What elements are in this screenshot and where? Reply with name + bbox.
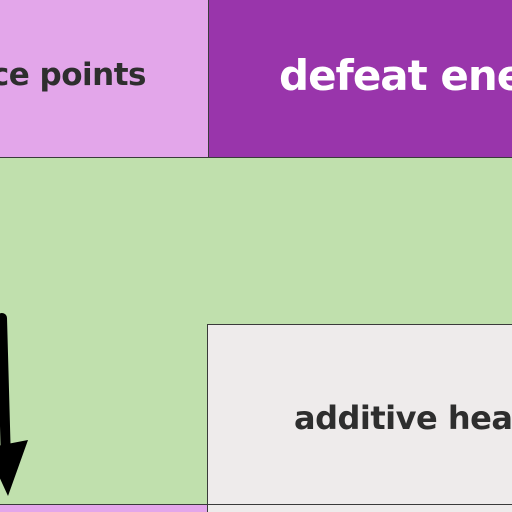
- defeat-enemies-node-label: defeat ene: [279, 50, 512, 100]
- connector-arrow-shaft: [0, 313, 11, 467]
- points-node: ce points: [0, 0, 209, 158]
- additive-health-node-label: additive hea: [294, 399, 512, 437]
- defeat-enemies-node: defeat ene: [208, 0, 512, 158]
- bottom-left-node: [0, 504, 208, 512]
- bottom-right-node: [207, 504, 512, 512]
- connector-arrow-head: [0, 440, 28, 496]
- additive-health-node: additive hea: [207, 324, 512, 506]
- points-node-label: ce points: [0, 57, 147, 93]
